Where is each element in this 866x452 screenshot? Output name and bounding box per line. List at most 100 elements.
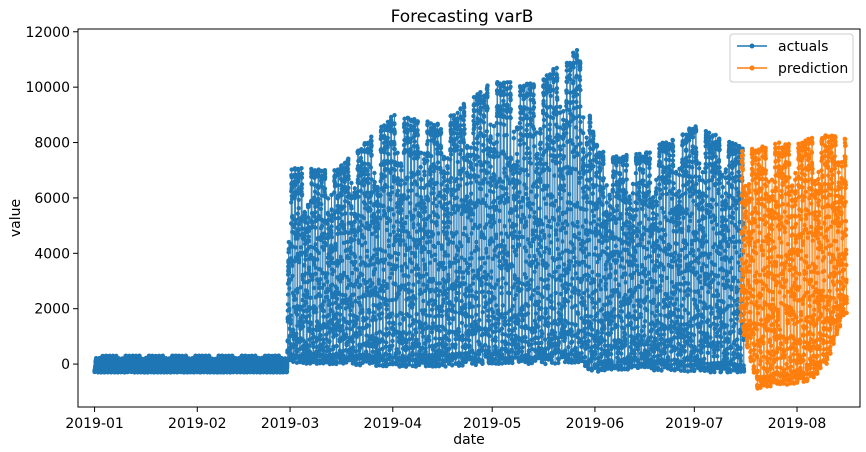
data-point	[299, 175, 304, 180]
data-point	[432, 196, 437, 202]
data-point	[314, 309, 319, 315]
data-point	[357, 332, 363, 337]
data-point	[434, 223, 439, 228]
data-point	[327, 312, 332, 317]
data-point	[318, 277, 323, 282]
data-point	[398, 242, 403, 247]
data-point	[390, 311, 395, 316]
data-point	[392, 167, 397, 173]
data-point	[401, 238, 406, 243]
data-point	[423, 308, 428, 313]
data-point	[353, 259, 358, 265]
data-point	[350, 303, 355, 308]
data-point	[319, 202, 324, 207]
data-point	[358, 228, 363, 233]
data-point	[410, 333, 415, 338]
data-point	[384, 307, 389, 312]
data-point	[427, 250, 433, 255]
data-point	[413, 296, 418, 301]
data-point	[414, 182, 420, 187]
data-point	[353, 254, 358, 259]
data-point	[371, 310, 376, 315]
data-point	[399, 178, 404, 183]
data-point	[302, 263, 307, 268]
data-point	[322, 231, 327, 236]
data-point	[423, 321, 428, 326]
data-point	[394, 219, 400, 224]
data-point	[365, 172, 371, 177]
data-point	[401, 315, 406, 321]
data-point	[434, 180, 440, 185]
data-point	[432, 252, 438, 257]
data-point	[367, 310, 372, 315]
data-point	[384, 302, 390, 308]
data-point	[404, 214, 410, 220]
data-point	[361, 235, 367, 240]
data-point	[285, 302, 291, 307]
data-point	[381, 289, 386, 294]
data-point	[346, 277, 352, 283]
data-point	[344, 326, 349, 331]
data-point	[399, 268, 405, 273]
data-point	[336, 227, 341, 232]
data-point	[326, 196, 331, 201]
data-point	[386, 243, 391, 249]
data-point	[293, 245, 298, 250]
data-point	[377, 316, 383, 321]
data-point	[408, 201, 413, 206]
data-point	[358, 303, 363, 308]
data-point	[377, 301, 383, 307]
data-point	[402, 181, 408, 186]
data-point	[375, 189, 380, 194]
data-point	[313, 210, 318, 215]
data-point	[299, 166, 304, 171]
data-point	[373, 266, 378, 272]
data-point	[381, 203, 386, 209]
data-point	[325, 294, 330, 300]
data-point	[391, 224, 396, 229]
data-point	[308, 320, 313, 325]
data-point	[389, 190, 394, 195]
data-point	[369, 152, 374, 157]
data-point	[411, 225, 416, 230]
data-point	[366, 180, 371, 186]
data-point	[329, 231, 334, 236]
data-point	[391, 229, 396, 234]
data-point	[431, 190, 436, 196]
data-point	[354, 279, 360, 285]
data-point	[345, 169, 351, 175]
data-point	[376, 208, 381, 214]
data-point	[286, 266, 291, 271]
data-point	[373, 285, 378, 290]
data-point	[375, 184, 380, 190]
data-point	[399, 168, 404, 173]
data-point	[329, 224, 334, 229]
data-point	[319, 180, 324, 185]
data-point	[392, 113, 397, 118]
data-point	[338, 305, 343, 310]
data-point	[378, 193, 383, 198]
data-point	[306, 204, 311, 209]
data-point	[406, 274, 411, 279]
data-point	[331, 268, 337, 274]
data-point	[356, 194, 361, 199]
data-point	[348, 245, 353, 250]
data-point	[341, 270, 347, 276]
data-point	[427, 214, 433, 219]
data-point	[337, 318, 342, 323]
data-point	[431, 232, 436, 237]
data-point	[306, 234, 311, 239]
data-point	[361, 183, 367, 188]
data-point	[315, 191, 321, 196]
data-point	[372, 179, 377, 185]
data-point	[311, 285, 317, 291]
data-point	[416, 279, 421, 285]
data-point	[436, 231, 441, 236]
data-point	[361, 215, 367, 221]
data-point	[411, 302, 416, 307]
data-point	[431, 186, 436, 191]
data-point	[422, 204, 427, 210]
data-point	[431, 201, 436, 206]
data-point	[414, 337, 419, 342]
data-point	[368, 200, 373, 205]
